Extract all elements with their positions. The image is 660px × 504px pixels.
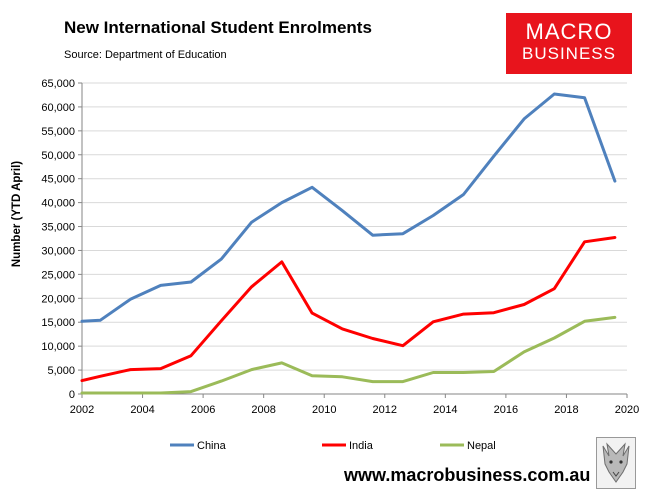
website-url: www.macrobusiness.com.au <box>344 465 591 485</box>
x-tick-label: 2018 <box>554 404 578 416</box>
y-tick-label: 15,000 <box>41 317 75 329</box>
y-axis-ticks: 0 5,000 10,000 15,000 20,000 25,000 30,000 35,0… <box>41 78 82 401</box>
chart-title: New International Student Enrolments <box>64 18 372 37</box>
y-axis-title: Number (YTD April) <box>11 161 23 267</box>
legend-label-china: China <box>197 440 227 452</box>
legend-label-india: India <box>349 440 374 452</box>
y-tick-label: 45,000 <box>41 174 75 186</box>
x-tick-label: 2010 <box>312 404 336 416</box>
series-line-nepal <box>80 315 617 395</box>
y-tick-label: 55,000 <box>41 126 75 138</box>
logo-line-1: MACRO <box>525 19 613 44</box>
y-tick-label: 5,000 <box>47 365 75 377</box>
x-tick-label: 2012 <box>373 404 397 416</box>
legend-label-nepal: Nepal <box>467 440 496 452</box>
x-tick-label: 2006 <box>191 404 215 416</box>
y-tick-label: 65,000 <box>41 78 75 90</box>
y-tick-label: 25,000 <box>41 269 75 281</box>
y-tick-label: 30,000 <box>41 245 75 257</box>
x-tick-label: 2016 <box>494 404 518 416</box>
x-tick-label: 2014 <box>433 404 457 416</box>
y-tick-label: 0 <box>69 389 75 401</box>
x-tick-label: 2004 <box>130 404 154 416</box>
macrobusiness-logo: MACRO BUSINESS <box>506 13 632 74</box>
gridlines <box>82 82 627 371</box>
y-tick-label: 20,000 <box>41 293 75 305</box>
logo-line-2: BUSINESS <box>522 44 616 63</box>
y-tick-label: 50,000 <box>41 150 75 162</box>
x-tick-label: 2020 <box>615 404 639 416</box>
legend: China India Nepal <box>170 440 496 452</box>
chart-source: Source: Department of Education <box>64 49 227 61</box>
y-tick-label: 10,000 <box>41 341 75 353</box>
wolf-logo-image <box>596 437 636 489</box>
series-line-china <box>80 92 617 323</box>
x-axis-ticks: 2002 2004 2006 2008 2010 2012 2014 2016 2018 2020 <box>70 394 639 416</box>
wolf-icon <box>602 442 630 483</box>
series-lines <box>80 92 617 395</box>
y-tick-label: 40,000 <box>41 198 75 210</box>
y-tick-label: 35,000 <box>41 222 75 234</box>
x-tick-label: 2008 <box>251 404 275 416</box>
series-line-india <box>80 236 617 383</box>
y-tick-label: 60,000 <box>41 102 75 114</box>
x-tick-label: 2002 <box>70 404 94 416</box>
